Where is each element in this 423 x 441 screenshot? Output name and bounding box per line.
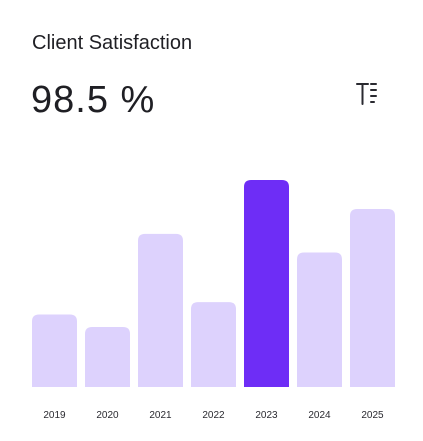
bar <box>297 252 342 387</box>
bar <box>350 208 395 387</box>
x-tick-label: 2025 <box>361 410 384 421</box>
x-tick-label: 2021 <box>149 410 172 421</box>
x-tick-label: 2019 <box>43 410 66 421</box>
x-tick-label: 2024 <box>308 410 331 421</box>
widget-title: Client Satisfaction <box>32 32 192 54</box>
bar <box>138 233 183 387</box>
x-tick-label: 2020 <box>96 410 119 421</box>
filter-icon[interactable] <box>356 83 377 105</box>
bar <box>244 180 289 387</box>
x-tick-label: 2023 <box>255 410 278 421</box>
bar <box>191 302 236 387</box>
x-tick-label: 2022 <box>202 410 225 421</box>
headline-value: 98.5 % <box>31 79 155 121</box>
bar <box>85 326 130 387</box>
bar <box>32 314 77 387</box>
